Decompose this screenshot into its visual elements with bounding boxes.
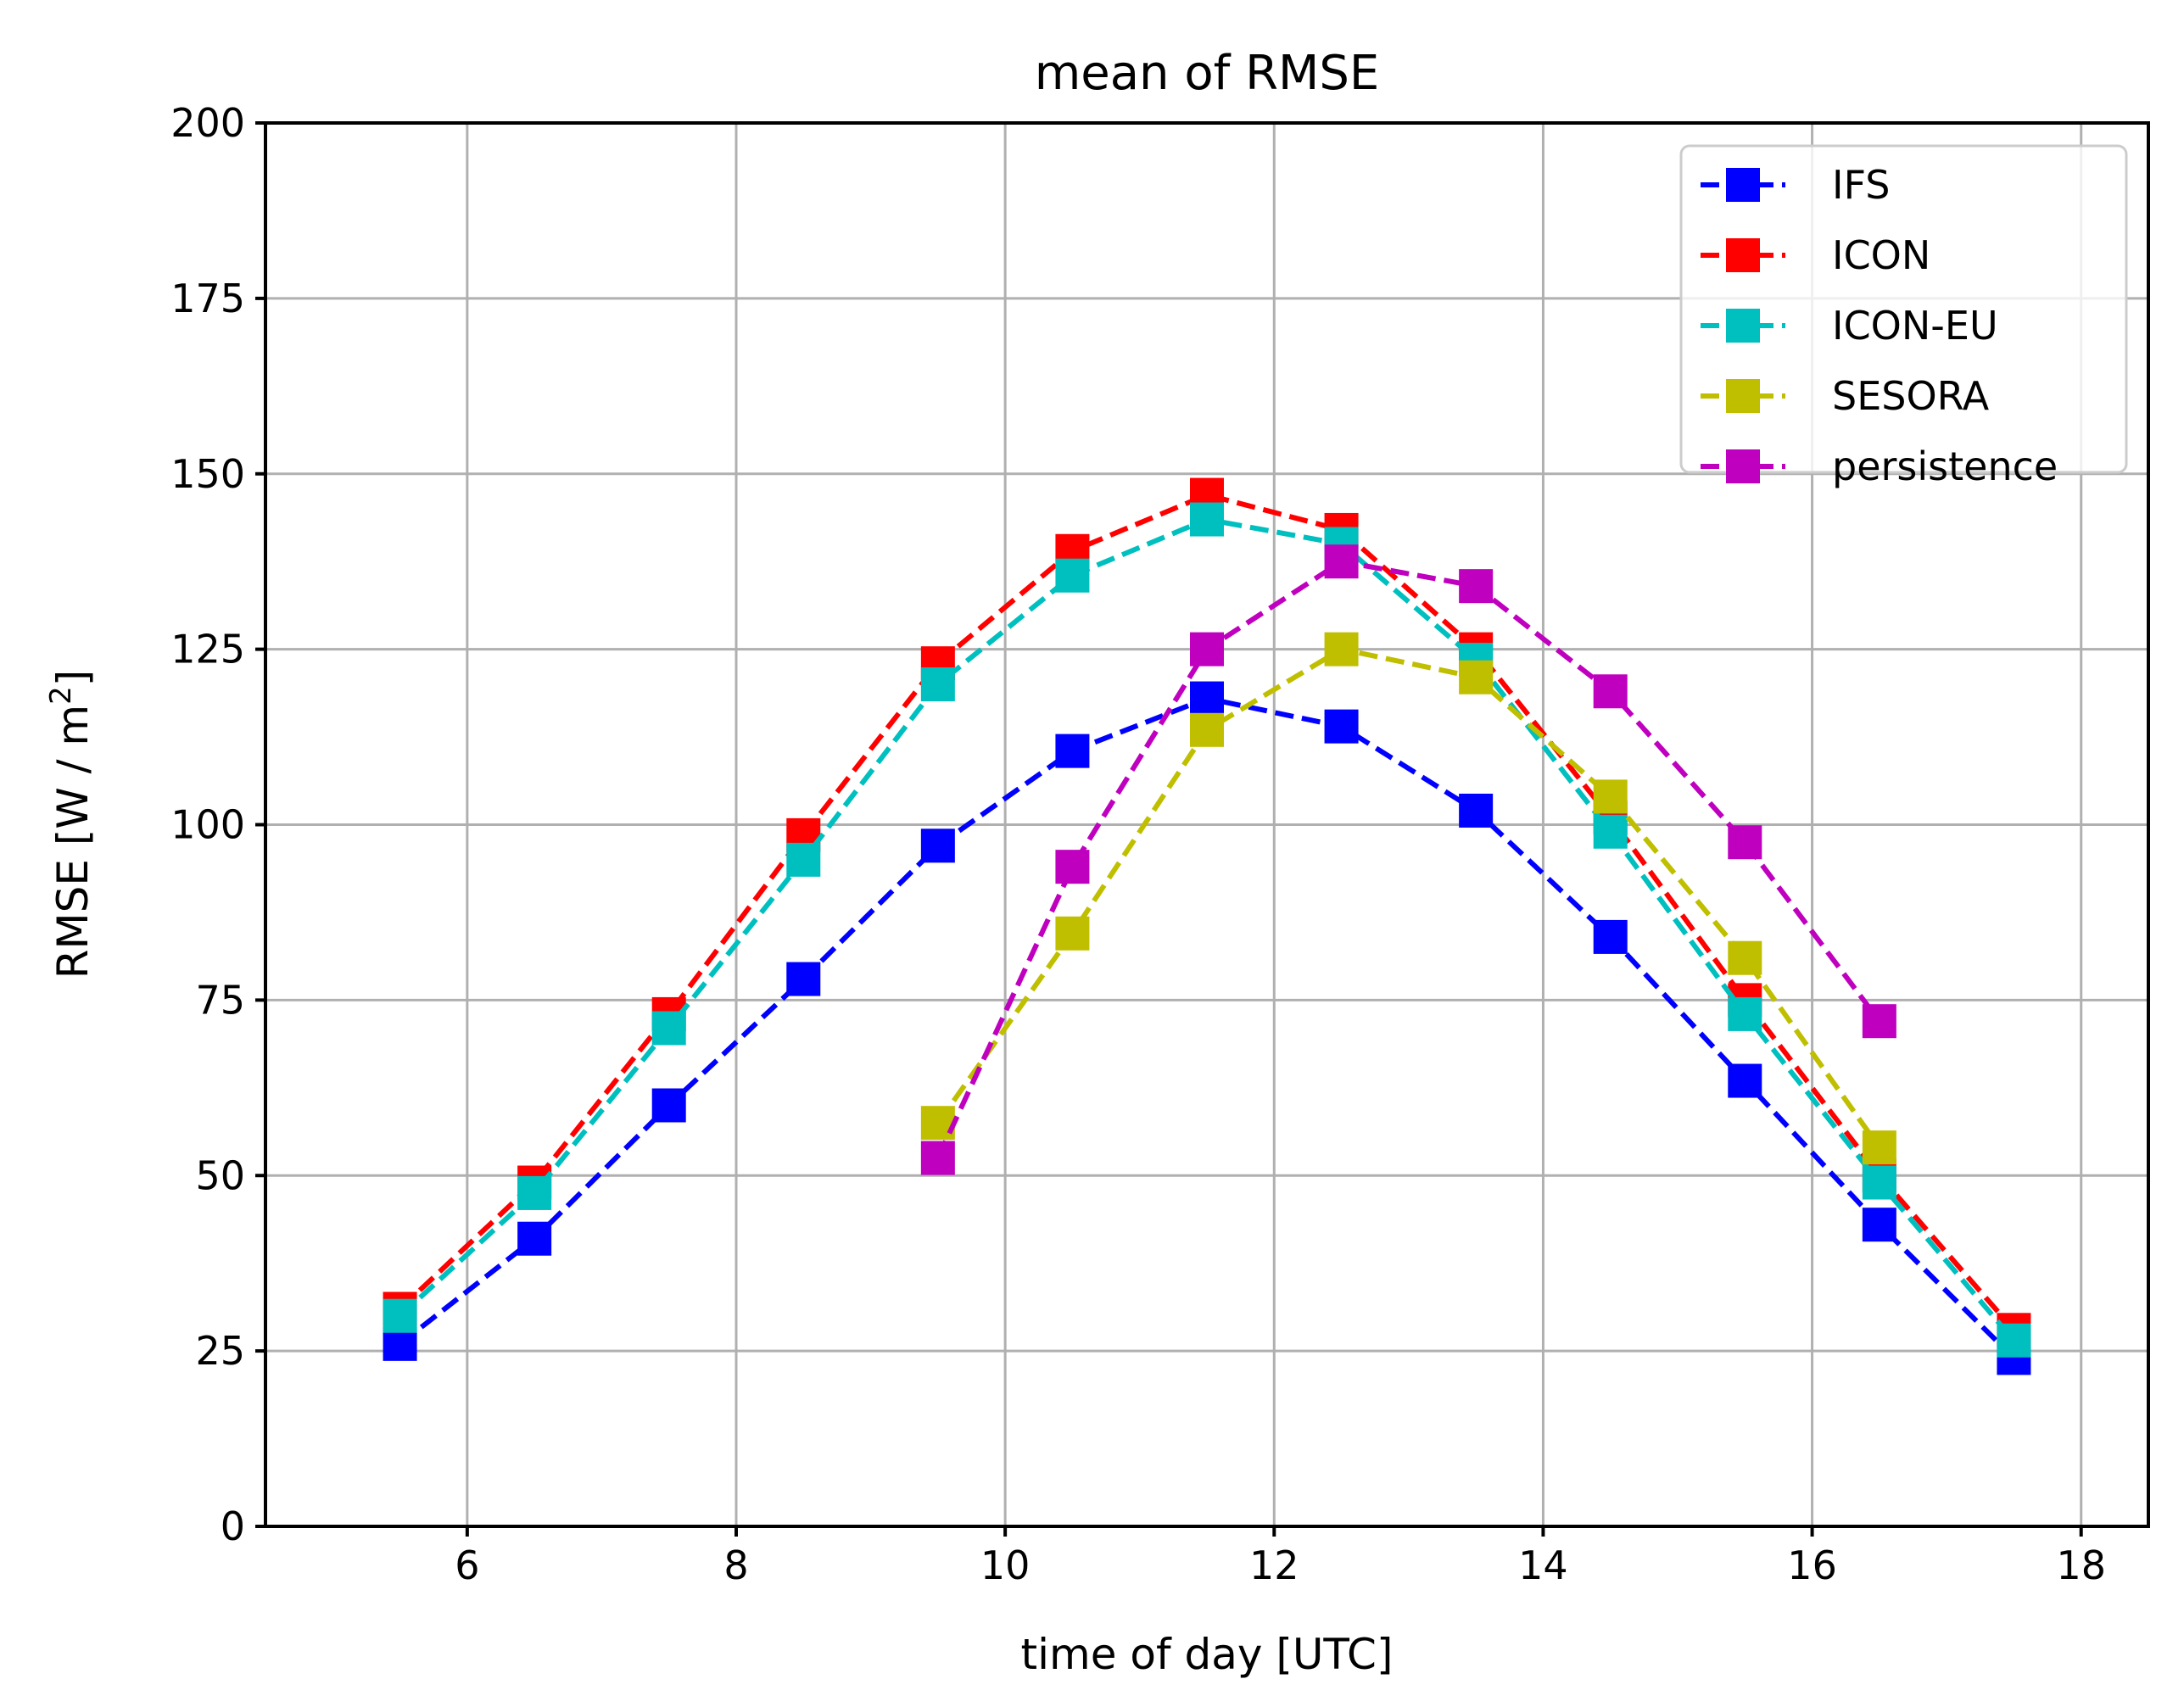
legend: IFS ICON ICON-EU SESORA persistence [1679, 144, 2128, 489]
y-tick-label: 50 [195, 1152, 245, 1198]
data-point-icon-eu [1862, 1165, 1896, 1200]
legend-box [1679, 144, 2128, 474]
y-tick-label: 25 [195, 1328, 245, 1374]
data-point-icon-eu [1055, 558, 1090, 593]
x-tick-label: 8 [723, 1542, 748, 1588]
legend-marker [1726, 449, 1760, 483]
data-point-sesora [920, 1106, 955, 1141]
data-point-ifs [1055, 734, 1090, 768]
data-point-icon-eu [1190, 502, 1224, 537]
data-point-persistence [1728, 825, 1762, 860]
x-tick-label: 6 [455, 1542, 479, 1588]
data-point-icon-eu [1728, 996, 1762, 1031]
data-point-ifs [517, 1221, 552, 1256]
data-point-persistence [920, 1141, 955, 1175]
data-point-icon-eu [1997, 1323, 2031, 1358]
y-axis-label-superscript: 2 [44, 686, 78, 705]
y-tick-label: 125 [170, 627, 245, 672]
series-line-sesora [936, 646, 1882, 1149]
data-point-sesora [1728, 940, 1762, 975]
x-tick-label: 18 [2056, 1542, 2106, 1588]
data-point-sesora [1459, 660, 1494, 695]
y-axis-label-main: RMSE [W / m [48, 705, 98, 979]
x-tick-label: 12 [1249, 1542, 1299, 1588]
x-tick-label: 14 [1518, 1542, 1568, 1588]
legend-marker [1726, 238, 1760, 272]
series-line-persistence [936, 559, 1882, 1159]
series-ifs [383, 681, 2031, 1375]
data-point-persistence [1862, 1004, 1896, 1039]
series-sesora [920, 632, 1896, 1165]
y-axis-label: RMSE [W / m2] [44, 670, 98, 979]
legend-label: SESORA [1832, 373, 1990, 419]
y-tick-label: 0 [221, 1503, 245, 1549]
x-tick-label: 16 [1787, 1542, 1837, 1588]
data-point-persistence [1459, 569, 1494, 604]
legend-marker [1726, 379, 1760, 413]
legend-label: ICON [1832, 232, 1930, 278]
data-point-icon-eu [920, 667, 955, 701]
series-icon-eu [383, 502, 2031, 1358]
data-point-ifs [1459, 793, 1494, 828]
data-point-sesora [1055, 916, 1090, 951]
data-point-sesora [1862, 1130, 1896, 1165]
legend-marker [1726, 309, 1760, 343]
data-point-persistence [1593, 674, 1628, 709]
data-point-icon-eu [786, 842, 821, 877]
y-tick-label: 75 [195, 977, 245, 1023]
data-point-icon-eu [651, 1011, 686, 1046]
axis-ticks: 6 8 10 12 14 16 18 0 25 50 75 100 125 150 175 200 [170, 100, 2106, 1588]
y-tick-label: 100 [170, 802, 245, 848]
x-tick-label: 10 [980, 1542, 1031, 1588]
legend-label: IFS [1832, 162, 1890, 208]
data-point-icon-eu [383, 1298, 417, 1333]
data-point-ifs [651, 1088, 686, 1123]
data-point-icon-eu [517, 1175, 552, 1210]
y-tick-label: 200 [170, 100, 245, 146]
legend-label: ICON-EU [1832, 303, 1998, 349]
data-point-ifs [786, 962, 821, 996]
data-point-ifs [920, 828, 955, 863]
y-tick-label: 175 [170, 276, 245, 321]
y-tick-label: 150 [170, 451, 245, 497]
legend-marker [1726, 168, 1760, 202]
data-point-ifs [1593, 919, 1628, 954]
data-point-persistence [1324, 544, 1359, 579]
data-point-sesora [1593, 779, 1628, 814]
x-axis-label: time of day [UTC] [1021, 1630, 1394, 1679]
data-point-ifs [1728, 1063, 1762, 1098]
data-point-ifs [1862, 1208, 1896, 1242]
data-point-sesora [1190, 712, 1224, 747]
chart-title: mean of RMSE [1035, 46, 1380, 101]
legend-item-persistence: persistence [1701, 443, 2058, 489]
data-point-sesora [1324, 632, 1359, 667]
data-point-persistence [1055, 850, 1090, 884]
legend-item-ifs: IFS [1701, 162, 1890, 208]
y-axis-label-close: ] [48, 670, 98, 687]
data-point-icon-eu [1593, 814, 1628, 849]
data-point-persistence [1190, 632, 1224, 667]
data-series [383, 477, 2031, 1375]
series-persistence [920, 544, 1896, 1175]
legend-item-icon-eu: ICON-EU [1701, 303, 1998, 349]
data-point-ifs [1190, 681, 1224, 716]
legend-item-icon: ICON [1701, 232, 1930, 278]
data-point-ifs [1324, 709, 1359, 744]
legend-item-sesora: SESORA [1701, 373, 1990, 419]
legend-label: persistence [1832, 443, 2058, 489]
